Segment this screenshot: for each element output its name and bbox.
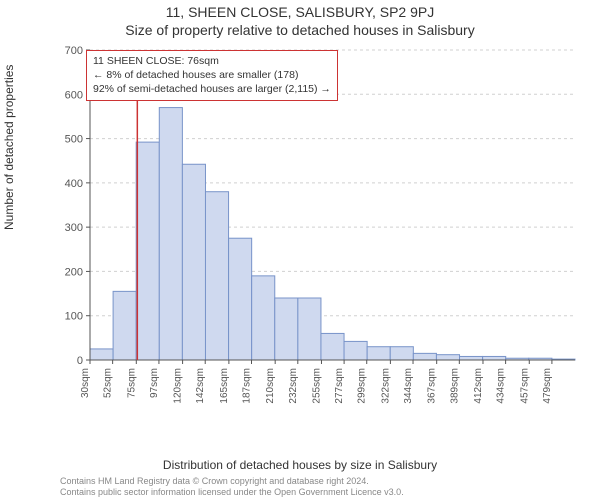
- y-tick-label: 300: [65, 222, 83, 234]
- figure-root: 11, SHEEN CLOSE, SALISBURY, SP2 9PJ Size…: [0, 0, 600, 500]
- bar: [413, 353, 436, 360]
- x-tick-label: 367sqm: [427, 368, 438, 404]
- x-tick-label: 457sqm: [519, 368, 530, 404]
- bar: [460, 356, 483, 360]
- bar: [483, 356, 506, 360]
- bar: [252, 276, 275, 360]
- footer-line1: Contains HM Land Registry data © Crown c…: [60, 476, 590, 487]
- annotation-line3: 92% of semi-detached houses are larger (…: [93, 82, 331, 96]
- x-tick-label: 30sqm: [80, 368, 91, 398]
- x-tick-label: 97sqm: [149, 368, 160, 398]
- bar: [275, 298, 298, 360]
- x-tick-label: 255sqm: [311, 368, 322, 404]
- x-ticks: 30sqm 52sqm 75sqm 97sqm 120sqm 142sqm 165sqm 18…: [80, 360, 553, 404]
- bar: [298, 298, 321, 360]
- footer: Contains HM Land Registry data © Crown c…: [60, 476, 590, 499]
- x-tick-label: 120sqm: [173, 368, 184, 404]
- bar: [344, 341, 367, 360]
- x-tick-label: 232sqm: [288, 368, 299, 404]
- bar: [205, 192, 228, 360]
- x-tick-label: 142sqm: [195, 368, 206, 404]
- annotation-line2: ← 8% of detached houses are smaller (178…: [93, 68, 331, 82]
- x-tick-label: 322sqm: [380, 368, 391, 404]
- x-tick-label: 187sqm: [242, 368, 253, 404]
- x-tick-label: 344sqm: [403, 368, 414, 404]
- x-tick-label: 210sqm: [265, 368, 276, 404]
- title-address: 11, SHEEN CLOSE, SALISBURY, SP2 9PJ: [0, 4, 600, 20]
- bar: [321, 333, 344, 360]
- bar: [367, 347, 390, 360]
- bar: [159, 108, 182, 360]
- bar: [182, 164, 205, 360]
- bar: [229, 238, 252, 360]
- x-tick-label: 277sqm: [334, 368, 345, 404]
- x-tick-label: 389sqm: [449, 368, 460, 404]
- y-tick-label: 400: [65, 178, 83, 190]
- y-tick-label: 500: [65, 134, 83, 146]
- bar: [136, 142, 159, 360]
- x-tick-label: 75sqm: [126, 368, 137, 398]
- x-tick-label: 434sqm: [496, 368, 507, 404]
- bar: [436, 355, 459, 360]
- y-tick-label: 0: [77, 355, 83, 367]
- x-tick-label: 299sqm: [357, 368, 368, 404]
- bars: [90, 108, 575, 360]
- x-tick-label: 52sqm: [103, 368, 114, 398]
- x-tick-label: 479sqm: [542, 368, 553, 404]
- annotation-box: 11 SHEEN CLOSE: 76sqm ← 8% of detached h…: [86, 50, 338, 101]
- x-axis-label: Distribution of detached houses by size …: [0, 458, 600, 472]
- bar: [90, 349, 113, 360]
- x-tick-label: 165sqm: [219, 368, 230, 404]
- bar: [113, 291, 136, 360]
- y-tick-label: 600: [65, 89, 83, 101]
- x-tick-label: 412sqm: [473, 368, 484, 404]
- y-tick-label: 200: [65, 266, 83, 278]
- bar: [390, 347, 413, 360]
- annotation-line1: 11 SHEEN CLOSE: 76sqm: [93, 54, 331, 68]
- title-subtitle: Size of property relative to detached ho…: [0, 22, 600, 38]
- y-axis-label: Number of detached properties: [2, 65, 16, 230]
- y-tick-label: 700: [65, 45, 83, 57]
- y-tick-label: 100: [65, 311, 83, 323]
- footer-line2: Contains public sector information licen…: [60, 487, 590, 498]
